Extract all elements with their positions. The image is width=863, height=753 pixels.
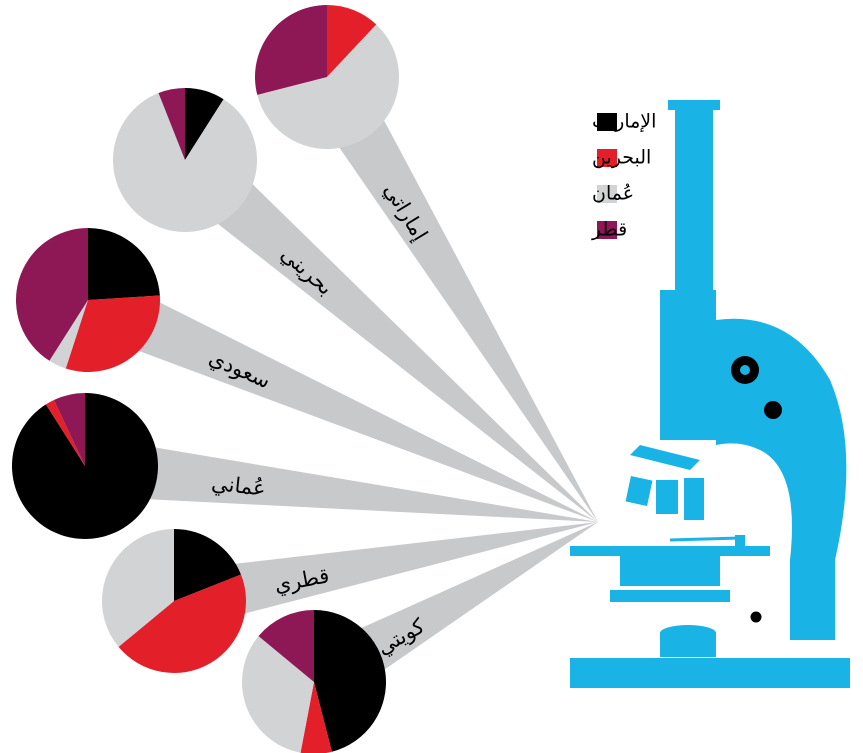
beam <box>165 137 598 522</box>
pie-slice <box>88 228 160 300</box>
lamp-body <box>660 633 716 657</box>
pie-slice <box>300 682 332 753</box>
pie-slice <box>258 610 314 682</box>
legend-label: عُمان <box>592 183 634 205</box>
legend-label: الإمارات <box>592 111 656 133</box>
pie-slice <box>53 393 85 466</box>
microscope <box>570 100 850 688</box>
pie-slice <box>16 227 89 361</box>
base <box>570 658 850 688</box>
pies <box>11 5 399 753</box>
slide <box>669 536 741 542</box>
pie-slice <box>158 88 185 160</box>
pie-slice <box>257 24 399 149</box>
legend-swatch <box>597 221 617 239</box>
pie-slice <box>118 574 247 674</box>
legend-label: قطر <box>591 219 627 241</box>
legend: الإمارات البحرين عُمان قطر <box>591 111 656 241</box>
pie-slice <box>112 93 257 233</box>
stage-block <box>620 556 720 586</box>
nosepiece <box>630 445 700 470</box>
arm <box>716 318 847 640</box>
screw <box>747 608 765 626</box>
stage <box>570 546 770 556</box>
beam <box>168 522 598 631</box>
pie-slice <box>255 5 327 95</box>
pie-slice <box>314 610 386 752</box>
beam <box>301 61 598 522</box>
condenser <box>610 590 730 602</box>
pie-slice <box>185 88 224 160</box>
beam <box>81 436 598 522</box>
legend-swatch <box>597 113 617 131</box>
pie-slice <box>241 636 314 753</box>
knob-center <box>740 365 750 375</box>
tube <box>660 290 716 440</box>
pie-slice <box>174 529 241 601</box>
pie-title: عُماني <box>210 471 267 501</box>
pie-slice <box>327 5 377 77</box>
clip <box>735 535 745 547</box>
eyepiece-cap <box>668 100 720 110</box>
pie-slice <box>49 300 88 369</box>
objective <box>684 478 704 520</box>
objective <box>656 480 678 514</box>
legend-swatch <box>597 149 617 167</box>
eyepiece <box>675 110 713 290</box>
objective <box>625 475 653 507</box>
knob-small <box>764 401 782 419</box>
legend-label: البحرين <box>592 147 651 169</box>
pie-slice <box>45 399 85 466</box>
pie-slice <box>101 529 174 647</box>
legend-swatch <box>597 185 617 203</box>
pie-slice <box>11 393 158 539</box>
pie-slice <box>65 295 160 372</box>
beam <box>76 272 599 522</box>
